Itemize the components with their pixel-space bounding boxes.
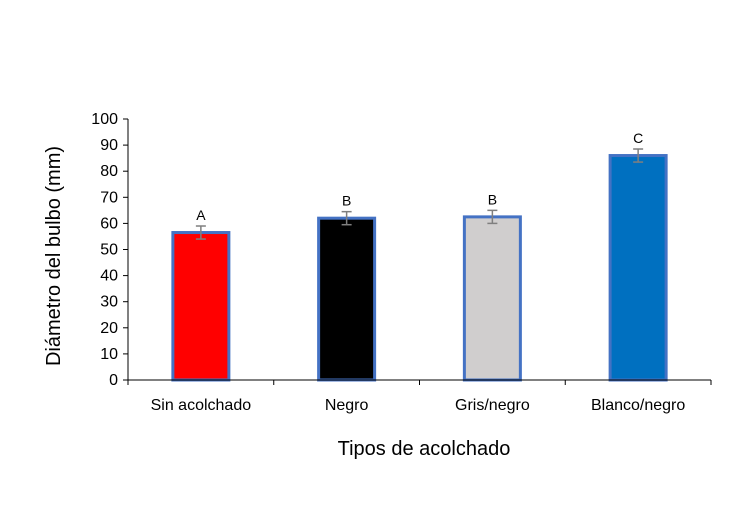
y-axis-title: Diámetro del bulbo (mm) — [43, 146, 65, 366]
y-tick-label: 10 — [100, 346, 118, 363]
bar-negro — [317, 216, 377, 382]
significance-label: A — [196, 207, 206, 223]
y-tick-label: 0 — [109, 372, 118, 389]
y-tick-label: 70 — [100, 189, 118, 206]
labels: A Sin acolchado B Negro B Gris/negro C Blanco/n… — [91, 111, 685, 414]
error-bar — [195, 225, 206, 240]
error-bars — [195, 148, 644, 240]
x-axis-title: Tipos de acolchado — [338, 438, 511, 460]
y-tick-label: 40 — [100, 268, 118, 285]
y-tick-label: 20 — [100, 320, 118, 337]
bar-gris-negro — [462, 215, 522, 382]
y-tick-label: 50 — [100, 242, 118, 259]
error-bar — [633, 148, 644, 163]
error-bar — [487, 209, 498, 225]
significance-label: B — [488, 191, 497, 207]
x-tick-label: Blanco/negro — [591, 397, 685, 414]
x-tick-label: Gris/negro — [455, 397, 530, 414]
bar-sin-acolchado — [171, 231, 231, 382]
y-tick-label: 80 — [100, 163, 118, 180]
y-tick-label: 30 — [100, 294, 118, 311]
error-bar — [341, 210, 352, 226]
x-tick-label: Sin acolchado — [151, 397, 252, 414]
y-tick-label: 60 — [100, 215, 118, 232]
axes — [123, 118, 712, 385]
y-tick-label: 90 — [100, 137, 118, 154]
bars — [171, 154, 668, 382]
y-tick-label: 100 — [91, 111, 118, 128]
bar-blanco-negro — [608, 154, 668, 382]
significance-label: B — [342, 193, 351, 209]
x-tick-label: Negro — [325, 397, 369, 414]
significance-label: C — [633, 130, 643, 146]
